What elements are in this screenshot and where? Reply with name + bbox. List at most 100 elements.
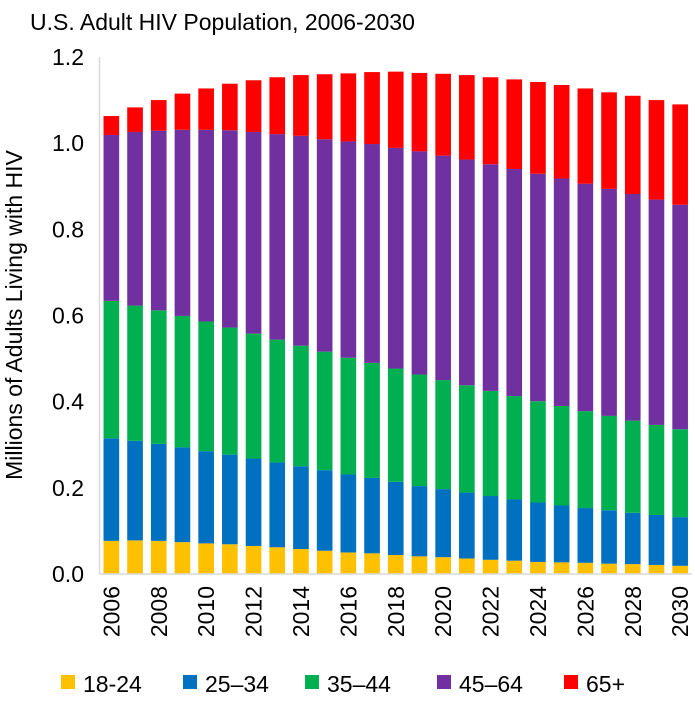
bar-segment-2018-18-24 (387, 555, 404, 574)
bar-segment-2021-65+ (459, 75, 475, 160)
bar-segment-2018-35–44 (387, 368, 404, 482)
bar-segment-2009-65+ (174, 93, 191, 130)
bar-segment-2016-65+ (340, 73, 357, 142)
bar-segment-2017-45–64 (364, 144, 380, 363)
bar-group-2013 (269, 77, 286, 574)
bar-segment-2006-18-24 (103, 540, 120, 574)
bar-segment-2027-65+ (601, 92, 617, 189)
x-tick-label: 2030 (667, 586, 693, 637)
bar-segment-2007-25–34 (127, 440, 143, 541)
bar-segment-2016-18-24 (340, 552, 357, 574)
bar-segment-2013-65+ (269, 77, 286, 135)
legend-swatch (61, 675, 75, 689)
bar-segment-2022-18-24 (482, 559, 499, 574)
bar-segment-2018-45–64 (387, 147, 404, 369)
bar-segment-2030-35–44 (672, 429, 688, 518)
bar-segment-2023-25–34 (506, 499, 523, 561)
bar-segment-2021-45–64 (459, 159, 475, 386)
bar-group-2030 (672, 104, 688, 574)
bar-segment-2009-25–34 (174, 447, 191, 543)
bar-segment-2015-35–44 (316, 351, 333, 471)
bar-group-2016 (340, 73, 357, 574)
bar-segment-2009-18-24 (174, 542, 191, 574)
x-tick-label: 2014 (288, 586, 314, 637)
x-tick-label: 2020 (430, 586, 456, 637)
x-tick-label: 2012 (241, 586, 267, 637)
bar-segment-2018-65+ (387, 71, 404, 148)
bar-segment-2013-45–64 (269, 134, 286, 340)
bar-segment-2025-25–34 (553, 505, 570, 563)
bar-segment-2011-18-24 (222, 544, 238, 574)
bar-group-2015 (316, 74, 333, 574)
bar-segment-2009-45–64 (174, 129, 191, 316)
bar-group-2026 (577, 88, 594, 574)
x-tick-label: 2028 (620, 586, 646, 637)
bar-segment-2021-25–34 (459, 492, 475, 559)
bar-segment-2015-18-24 (316, 550, 333, 574)
x-tick-label: 2026 (572, 586, 598, 637)
bar-segment-2025-35–44 (553, 405, 570, 506)
bar-segment-2016-45–64 (340, 141, 357, 358)
legend-item: 25–34 (183, 671, 269, 697)
legend-item: 45–64 (437, 671, 523, 697)
legend-swatch (437, 675, 451, 689)
bar-segment-2023-45–64 (506, 169, 523, 397)
bar-segment-2027-25–34 (601, 510, 617, 564)
legend-swatch (183, 675, 197, 689)
bar-group-2024 (530, 81, 546, 574)
legend-item: 18-24 (61, 671, 142, 697)
bar-segment-2015-45–64 (316, 139, 333, 352)
bar-segment-2026-25–34 (577, 508, 594, 563)
bars (103, 71, 688, 574)
y-tick-label: 0.2 (52, 475, 84, 501)
bar-segment-2023-35–44 (506, 396, 523, 500)
bar-segment-2007-65+ (127, 107, 143, 132)
bar-segment-2008-45–64 (150, 130, 167, 311)
bar-segment-2029-45–64 (648, 199, 665, 425)
bar-segment-2006-25–34 (103, 438, 120, 541)
bar-segment-2008-65+ (150, 100, 167, 131)
bar-segment-2020-35–44 (435, 380, 451, 490)
legend-item: 35–44 (305, 671, 391, 697)
bar-segment-2012-65+ (245, 80, 262, 132)
bar-segment-2016-35–44 (340, 357, 357, 475)
bar-segment-2028-18-24 (624, 564, 641, 574)
bar-segment-2006-45–64 (103, 134, 120, 301)
bar-group-2025 (553, 85, 570, 574)
bar-segment-2029-25–34 (648, 514, 665, 565)
legend-label: 65+ (586, 671, 625, 697)
bar-group-2006 (103, 116, 120, 574)
bar-segment-2007-35–44 (127, 305, 143, 441)
bar-segment-2013-18-24 (269, 547, 286, 574)
y-axis-ticks: 0.0 0.2 0.4 0.6 0.8 1.0 1.2 (52, 44, 84, 587)
x-axis-ticks: 2006 2008 2010 2012 2014 2016 2018 2020 2022 2024… (98, 586, 693, 637)
bar-segment-2020-25–34 (435, 489, 451, 558)
bar-segment-2012-35–44 (245, 333, 262, 459)
bar-segment-2027-35–44 (601, 415, 617, 511)
y-tick-label: 0.4 (52, 389, 84, 415)
bar-group-2007 (127, 107, 143, 574)
bar-segment-2011-35–44 (222, 327, 238, 455)
x-tick-label: 2022 (478, 586, 504, 637)
bar-segment-2006-35–44 (103, 300, 120, 439)
bar-group-2020 (435, 73, 451, 574)
bar-segment-2025-65+ (553, 85, 570, 179)
bar-segment-2010-35–44 (198, 321, 214, 452)
bar-segment-2015-25–34 (316, 470, 333, 551)
bar-segment-2014-45–64 (293, 135, 309, 346)
bar-segment-2029-18-24 (648, 564, 665, 574)
bar-group-2028 (624, 95, 641, 574)
x-tick-label: 2010 (193, 586, 219, 637)
bar-segment-2020-18-24 (435, 557, 451, 574)
bar-group-2012 (245, 80, 262, 574)
bar-segment-2010-65+ (198, 88, 214, 130)
bar-segment-2019-18-24 (411, 556, 428, 574)
x-tick-label: 2016 (335, 586, 361, 637)
bar-group-2018 (387, 71, 404, 574)
bar-segment-2007-45–64 (127, 131, 143, 306)
bar-segment-2028-45–64 (624, 194, 641, 421)
bar-segment-2014-18-24 (293, 549, 309, 574)
bar-segment-2026-35–44 (577, 411, 594, 509)
legend: 18-24 25–34 35–44 45–64 65+ (61, 671, 625, 697)
bar-segment-2022-45–64 (482, 164, 499, 391)
